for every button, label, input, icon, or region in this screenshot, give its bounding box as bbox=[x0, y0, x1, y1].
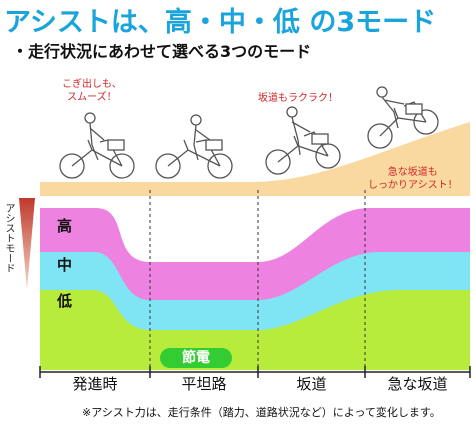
axis-title: アシストモード bbox=[3, 203, 14, 273]
category-start: 発進時 bbox=[72, 375, 118, 393]
band-mid bbox=[40, 242, 470, 330]
road-terrain bbox=[40, 122, 470, 196]
title-part1: アシストは、 bbox=[4, 7, 165, 38]
bubble-steep: 急な坂道も しっかりアシスト！ bbox=[368, 167, 458, 191]
page-title: アシストは、高・中・低 の3モード bbox=[4, 0, 436, 39]
eco-badge: 節電 bbox=[160, 348, 232, 368]
title-part3: の3モード bbox=[299, 7, 437, 38]
mode-label-mid: 中 bbox=[57, 256, 73, 274]
band-low bbox=[40, 272, 470, 370]
cyclist-icon bbox=[367, 86, 439, 149]
subtitle: ・走行状況にあわせて選べる3つのモード bbox=[12, 42, 312, 61]
mode-label-low: 低 bbox=[57, 292, 73, 310]
title-part2: 高・中・低 bbox=[164, 7, 300, 38]
category-slope: 坂道 bbox=[296, 375, 327, 393]
cyclist-icon bbox=[265, 106, 341, 175]
category-dividers bbox=[149, 190, 366, 372]
bubble-slope: 坂道もラクラク！ bbox=[258, 93, 338, 104]
band-high bbox=[40, 208, 470, 300]
category-steep: 急な坂道 bbox=[387, 375, 448, 393]
mode-label-high: 高 bbox=[57, 217, 73, 235]
bubble-start: こぎ出しも、 スムーズ！ bbox=[62, 79, 122, 103]
assist-arrow bbox=[19, 198, 35, 290]
cyclist-icon bbox=[155, 114, 233, 179]
category-flat: 平坦路 bbox=[181, 375, 227, 393]
cyclist-icon bbox=[59, 112, 135, 179]
footnote: ※アシスト力は、走行条件（踏力、道路状況など）によって変化します。 bbox=[82, 406, 441, 419]
